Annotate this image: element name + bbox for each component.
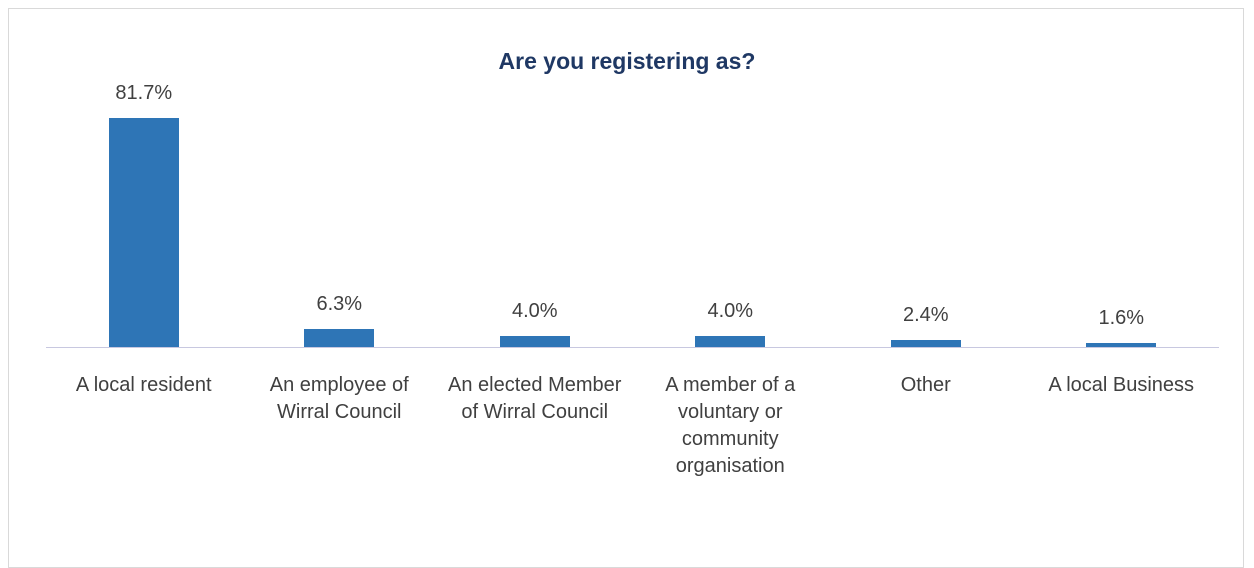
bar [108, 118, 179, 347]
x-tick-label: A member of a voluntary or community org… [665, 374, 796, 477]
x-tick-label: An elected Member of Wirral Council [448, 374, 622, 423]
x-axis-line [46, 347, 1219, 348]
bar [890, 340, 961, 347]
bar [1086, 342, 1157, 347]
data-label: 1.6% [1098, 306, 1145, 329]
x-tick-label: A local Business [1048, 374, 1195, 396]
data-label: 2.4% [902, 304, 949, 327]
bar [304, 329, 375, 347]
x-tick-label: An employee of Wirral Council [269, 374, 409, 423]
data-label: 81.7% [115, 82, 173, 105]
chart-title: Are you registering as? [498, 48, 756, 74]
x-tick-label: A local resident [75, 374, 212, 396]
bar [695, 335, 766, 347]
data-label: 4.0% [511, 299, 558, 322]
data-label: 4.0% [707, 299, 754, 322]
x-tick-label: Other [900, 374, 951, 396]
bar [499, 335, 570, 347]
data-label: 6.3% [316, 293, 363, 316]
page: Are you registering as? (() => { const d… [8, 8, 1244, 568]
